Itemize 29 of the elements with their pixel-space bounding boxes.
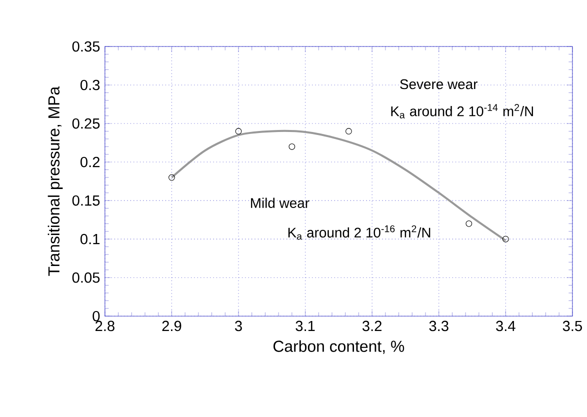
point <box>288 143 296 150</box>
x-tick-label: 3.3 <box>429 320 448 332</box>
y-tick-label: 0.3 <box>80 80 100 90</box>
annotation: Mild wear <box>251 198 310 208</box>
x-tick-label: 3.1 <box>296 320 315 332</box>
point <box>466 220 472 227</box>
y-tick-label: 0.35 <box>72 41 100 52</box>
y-tick-label: 0.25 <box>72 118 100 129</box>
x-tick-label: 2.8 <box>96 320 114 332</box>
x-tick-label: 3.2 <box>362 320 382 332</box>
x-tick-label: 2.9 <box>162 320 182 332</box>
y-axis-title: Transitional pressure, MPa <box>48 86 63 276</box>
point <box>168 174 175 181</box>
y-tick-label: 0.2 <box>80 156 100 168</box>
y-tick-label: 0.05 <box>72 272 100 283</box>
y-tick-label: 0 <box>92 310 100 322</box>
y-tick-label: 0.15 <box>72 195 100 206</box>
x-tick-label: 3 <box>235 320 242 332</box>
annotation: Severe wear <box>400 79 478 90</box>
annotation: K$_{a}$ around 2 10$^{-16}$ m$^{2}$/N <box>288 225 430 240</box>
annotation: K$_{a}$ around 2 10$^{-14}$ m$^{2}$/N <box>391 104 533 118</box>
y-tick-label: 0.1 <box>80 234 100 244</box>
x-axis-title: Carbon content, % <box>273 340 404 354</box>
point <box>235 128 242 134</box>
point <box>346 128 352 134</box>
x-tick-label: 3.5 <box>562 320 582 332</box>
line-series <box>170 130 507 242</box>
x-tick-label: 3.4 <box>496 320 516 332</box>
point <box>502 236 509 242</box>
